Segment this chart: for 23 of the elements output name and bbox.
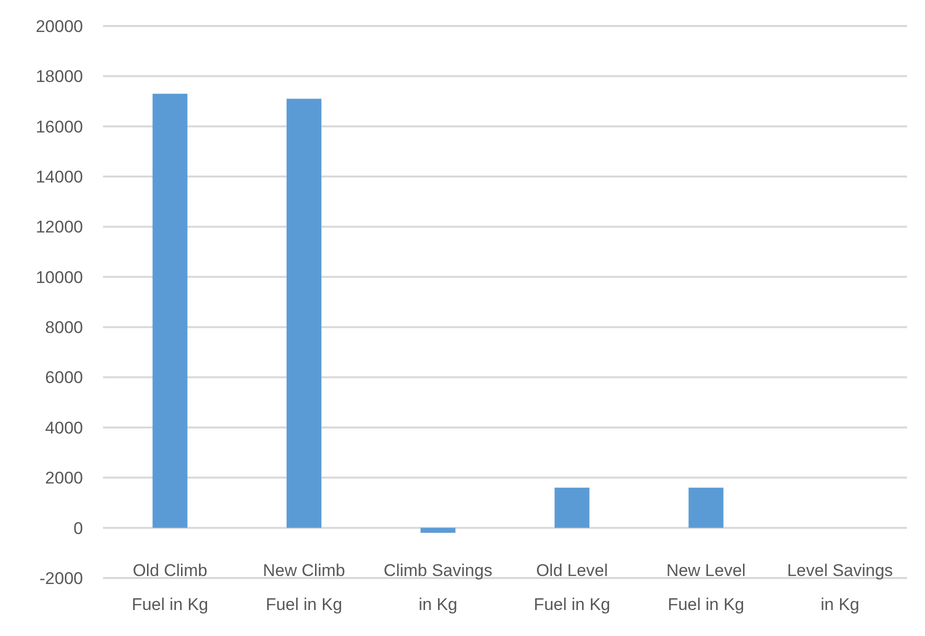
x-tick-label: New Climb Fuel in Kg: [262, 560, 346, 614]
bar: [152, 94, 188, 528]
y-tick-label: 4000: [45, 418, 83, 438]
y-tick-label: 20000: [36, 16, 83, 36]
y-tick-label: 14000: [36, 167, 83, 186]
y-tick-label: 8000: [45, 318, 83, 338]
y-tick-label: 18000: [36, 67, 83, 86]
x-tick-label: Climb Savings in Kg: [384, 560, 492, 614]
bar: [286, 98, 322, 528]
y-tick-label: 16000: [36, 117, 83, 136]
y-tick-label: 10000: [36, 268, 83, 287]
y-tick-label: 6000: [45, 368, 83, 388]
bar: [420, 528, 456, 533]
y-tick-label: -2000: [40, 568, 83, 588]
y-tick-label: 2000: [45, 468, 83, 488]
x-tick-label: Old Level Fuel in Kg: [534, 560, 610, 614]
x-tick-label: Level Savings in Kg: [787, 560, 893, 614]
x-tick-label: Old Climb Fuel in Kg: [132, 560, 208, 614]
x-tick-label: New Level Fuel in Kg: [666, 560, 746, 614]
bar: [688, 488, 724, 528]
y-tick-label: 0: [74, 518, 83, 538]
y-tick-label: 12000: [36, 218, 83, 237]
bar: [554, 488, 590, 528]
